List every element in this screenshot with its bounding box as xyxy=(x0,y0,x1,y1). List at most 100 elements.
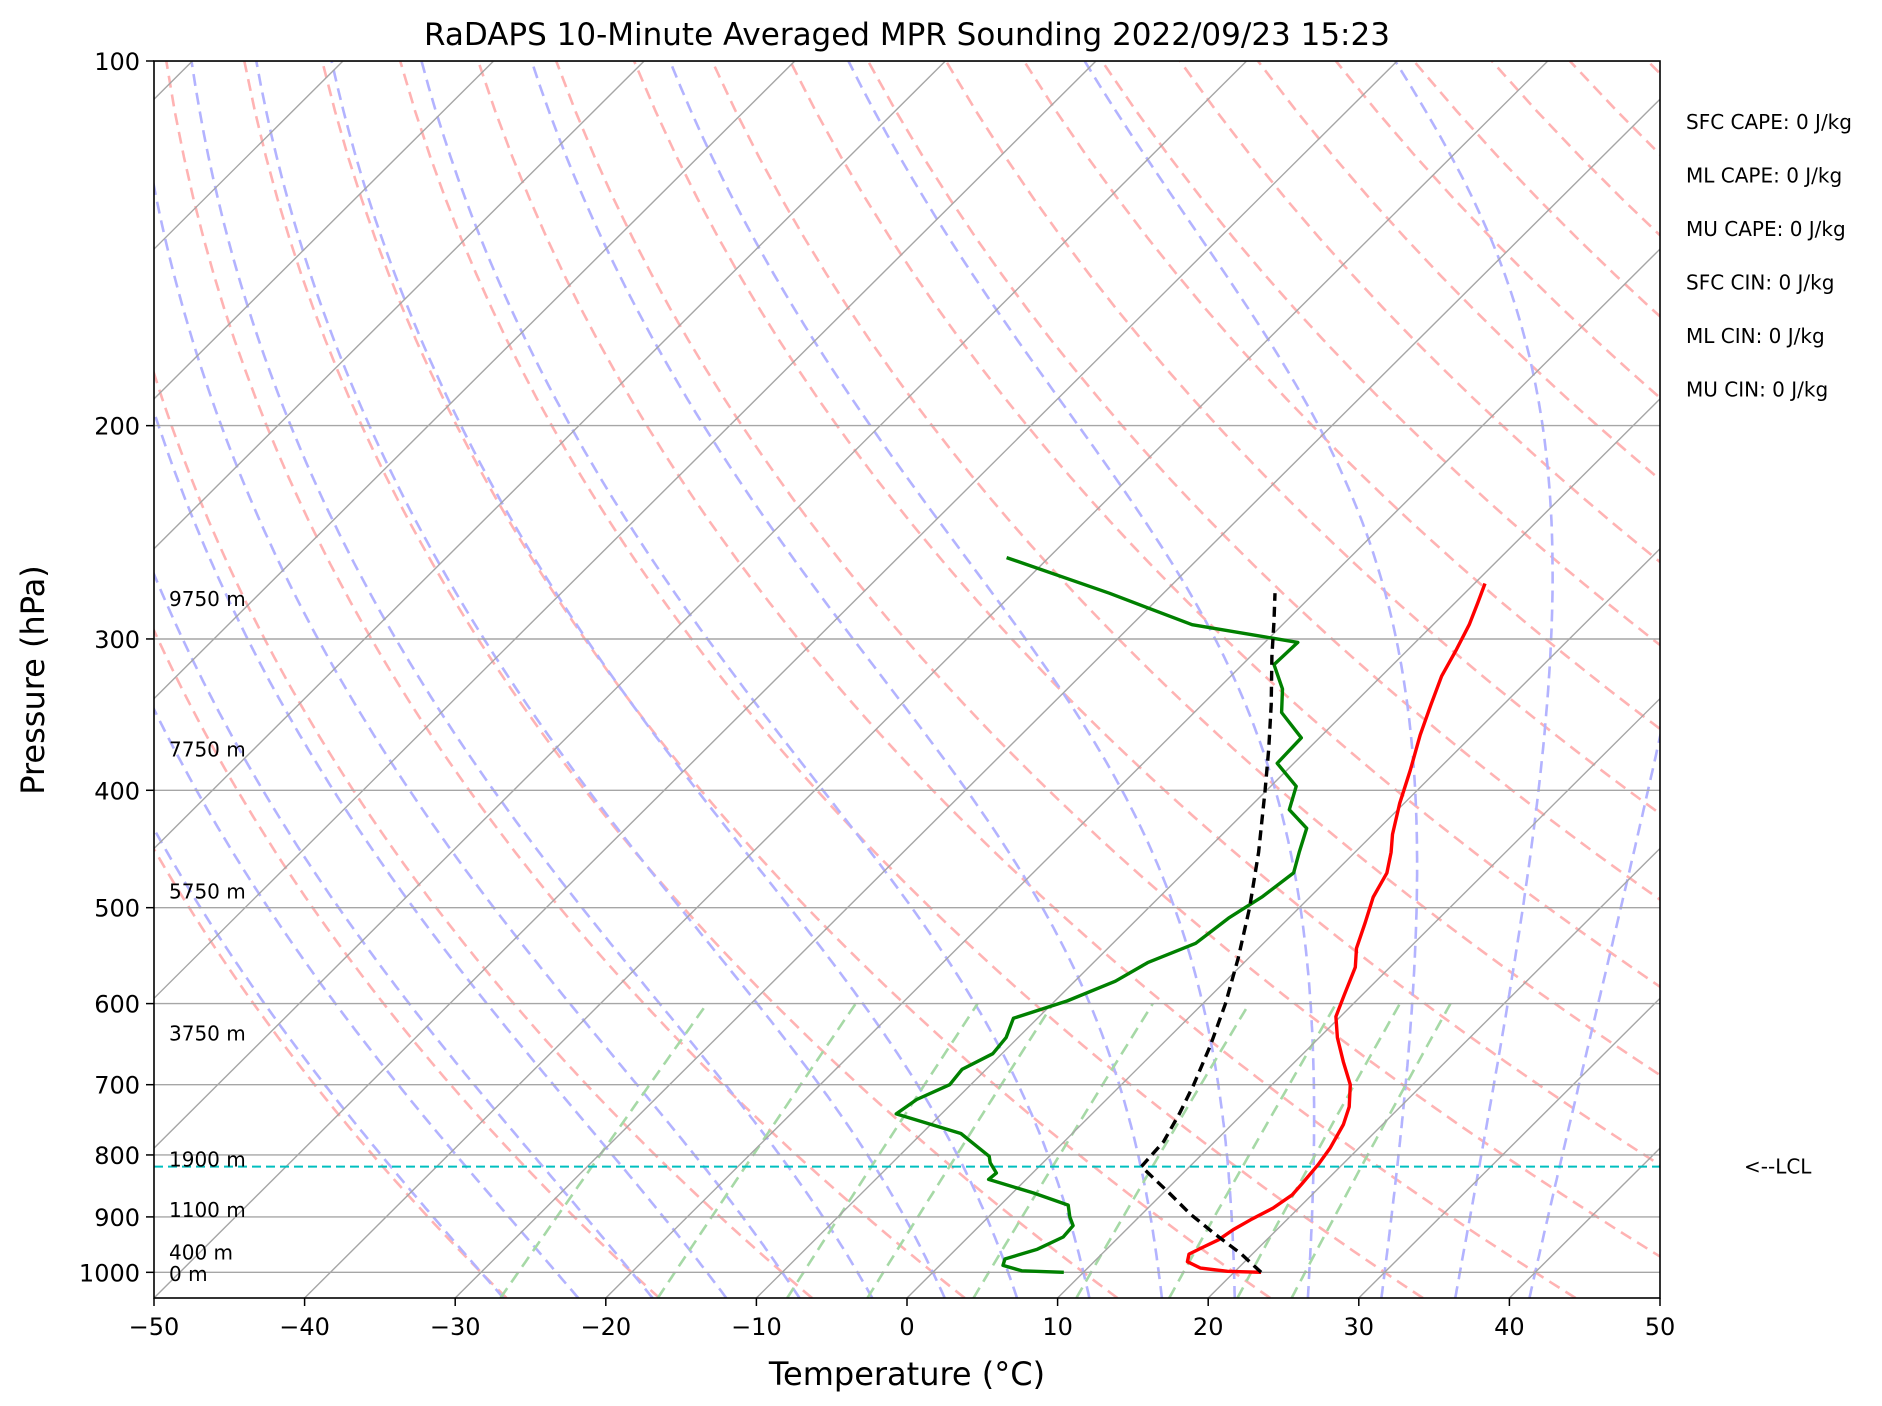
isotherm xyxy=(154,61,946,850)
dry-adiabat xyxy=(632,61,1660,1167)
y-tick-label: 1000 xyxy=(79,1259,140,1287)
moist-adiabat xyxy=(154,407,728,1298)
height-label: 1100 m xyxy=(169,1198,246,1222)
y-tick-label: 900 xyxy=(94,1204,140,1232)
y-tick-label: 700 xyxy=(94,1072,140,1100)
x-tick-label: 20 xyxy=(1193,1313,1224,1341)
dry-adiabat xyxy=(1100,61,1660,647)
x-tick-label: −50 xyxy=(129,1313,180,1341)
moist-adiabat xyxy=(530,61,1164,1298)
height-label: 1900 m xyxy=(169,1148,246,1172)
dry-adiabat xyxy=(1490,61,1660,238)
isotherm xyxy=(454,98,1660,1298)
height-labels: 9750 m 7750 m 5750 m 3750 m 1900 m 1100 m 400 … xyxy=(169,587,246,1286)
index-value: MU CIN: 0 J/kg xyxy=(1686,378,1828,402)
lcl-label: <--LCL xyxy=(1744,1155,1812,1179)
mixing-ratio-line xyxy=(1168,1002,1338,1298)
isotherm xyxy=(154,61,1248,1150)
moist-adiabat xyxy=(154,826,505,1298)
x-tick-label: 50 xyxy=(1645,1313,1676,1341)
index-value: SFC CIN: 0 J/kg xyxy=(1686,271,1834,295)
height-label: 400 m xyxy=(169,1241,233,1265)
x-tick-label: −20 xyxy=(580,1313,631,1341)
height-label: 5750 m xyxy=(169,880,246,904)
x-tick-label: 0 xyxy=(899,1313,914,1341)
height-label: 0 m xyxy=(169,1262,208,1286)
height-label: 3750 m xyxy=(169,1021,246,1045)
dry-adiabat xyxy=(154,846,508,1298)
isotherm xyxy=(1207,847,1660,1298)
height-label: 9750 m xyxy=(169,587,246,611)
x-tick-label: −40 xyxy=(279,1313,330,1341)
isotherm xyxy=(154,61,645,550)
dry-adiabat xyxy=(788,61,1660,989)
y-tick-label: 100 xyxy=(94,48,140,76)
moist-adiabat xyxy=(420,61,1091,1298)
dry-adiabat xyxy=(866,61,1660,902)
dry-adiabat xyxy=(154,627,661,1298)
moist-adiabat xyxy=(1394,61,1554,1298)
isotherm xyxy=(1508,1147,1660,1298)
y-axis: 1000 900 800 700 600 500 400 300 200 100 xyxy=(79,48,154,1287)
y-tick-label: 500 xyxy=(94,895,140,923)
isotherm xyxy=(906,547,1660,1298)
moist-adiabat xyxy=(1528,730,1660,1298)
parcel-profile xyxy=(1139,593,1277,1274)
isotherm xyxy=(154,61,1398,1298)
dry-adiabat xyxy=(1568,61,1660,157)
x-tick-label: −30 xyxy=(430,1313,481,1341)
index-value: ML CAPE: 0 J/kg xyxy=(1686,164,1842,188)
dry-adiabat xyxy=(398,61,1424,1298)
y-tick-label: 300 xyxy=(94,626,140,654)
moist-adiabat xyxy=(1083,61,1419,1298)
dewpoint-profile xyxy=(894,555,1309,1274)
isotherm xyxy=(1057,697,1660,1298)
dry-adiabat xyxy=(1412,61,1660,319)
dry-adiabat xyxy=(1256,61,1660,482)
mixing-ratio-line xyxy=(972,1002,1154,1298)
x-axis-label: Temperature (°C) xyxy=(768,1355,1045,1393)
isotherm xyxy=(154,61,495,400)
x-tick-label: 40 xyxy=(1494,1313,1525,1341)
dry-adiabat xyxy=(554,61,1660,1259)
dry-adiabat xyxy=(710,61,1660,1077)
dry-adiabat xyxy=(154,369,813,1298)
mixing-ratio-line xyxy=(786,1002,979,1298)
y-tick-label: 200 xyxy=(94,413,140,441)
y-tick-label: 800 xyxy=(94,1142,140,1170)
index-value: ML CIN: 0 J/kg xyxy=(1686,324,1825,348)
indices-panel: SFC CAPE: 0 J/kg ML CAPE: 0 J/kg MU CAPE: … xyxy=(1686,110,1852,402)
index-value: MU CAPE: 0 J/kg xyxy=(1686,217,1846,241)
dry-adiabat xyxy=(243,61,1119,1298)
isotherm xyxy=(1659,1297,1660,1298)
isotherm xyxy=(1358,997,1660,1298)
chart-title: RaDAPS 10-Minute Averaged MPR Sounding 2… xyxy=(424,17,1390,53)
dry-adiabat xyxy=(1178,61,1660,564)
isotherm xyxy=(605,248,1660,1298)
moist-adiabat xyxy=(330,61,1019,1298)
y-axis-label: Pressure (hPa) xyxy=(14,565,52,795)
dry-adiabat xyxy=(165,61,966,1298)
isotherm xyxy=(154,61,1097,1000)
dry-adiabat xyxy=(1726,61,1882,1298)
mixing-ratio-line xyxy=(1236,1002,1402,1298)
x-axis: −50 −40 −30 −20 −10 0 10 20 30 40 50 xyxy=(129,1298,1676,1341)
height-label: 7750 m xyxy=(169,737,246,761)
temperature-profile xyxy=(1185,582,1487,1274)
data-lines xyxy=(154,555,1660,1274)
mixing-ratio-line xyxy=(1075,1002,1251,1298)
isotherm xyxy=(304,61,1549,1298)
moist-adiabat xyxy=(154,706,580,1298)
moist-adiabat xyxy=(154,570,654,1298)
dry-adiabat xyxy=(1334,61,1660,400)
y-tick-label: 400 xyxy=(94,777,140,805)
dry-adiabat xyxy=(1646,61,1660,76)
background-lines xyxy=(154,61,1882,1298)
moist-adiabat xyxy=(668,61,1236,1298)
x-tick-label: −10 xyxy=(731,1313,782,1341)
isotherm xyxy=(755,397,1660,1298)
x-tick-label: 30 xyxy=(1344,1313,1375,1341)
mixing-ratio-line xyxy=(1290,1002,1452,1298)
mixing-ratio-line xyxy=(656,1002,857,1298)
